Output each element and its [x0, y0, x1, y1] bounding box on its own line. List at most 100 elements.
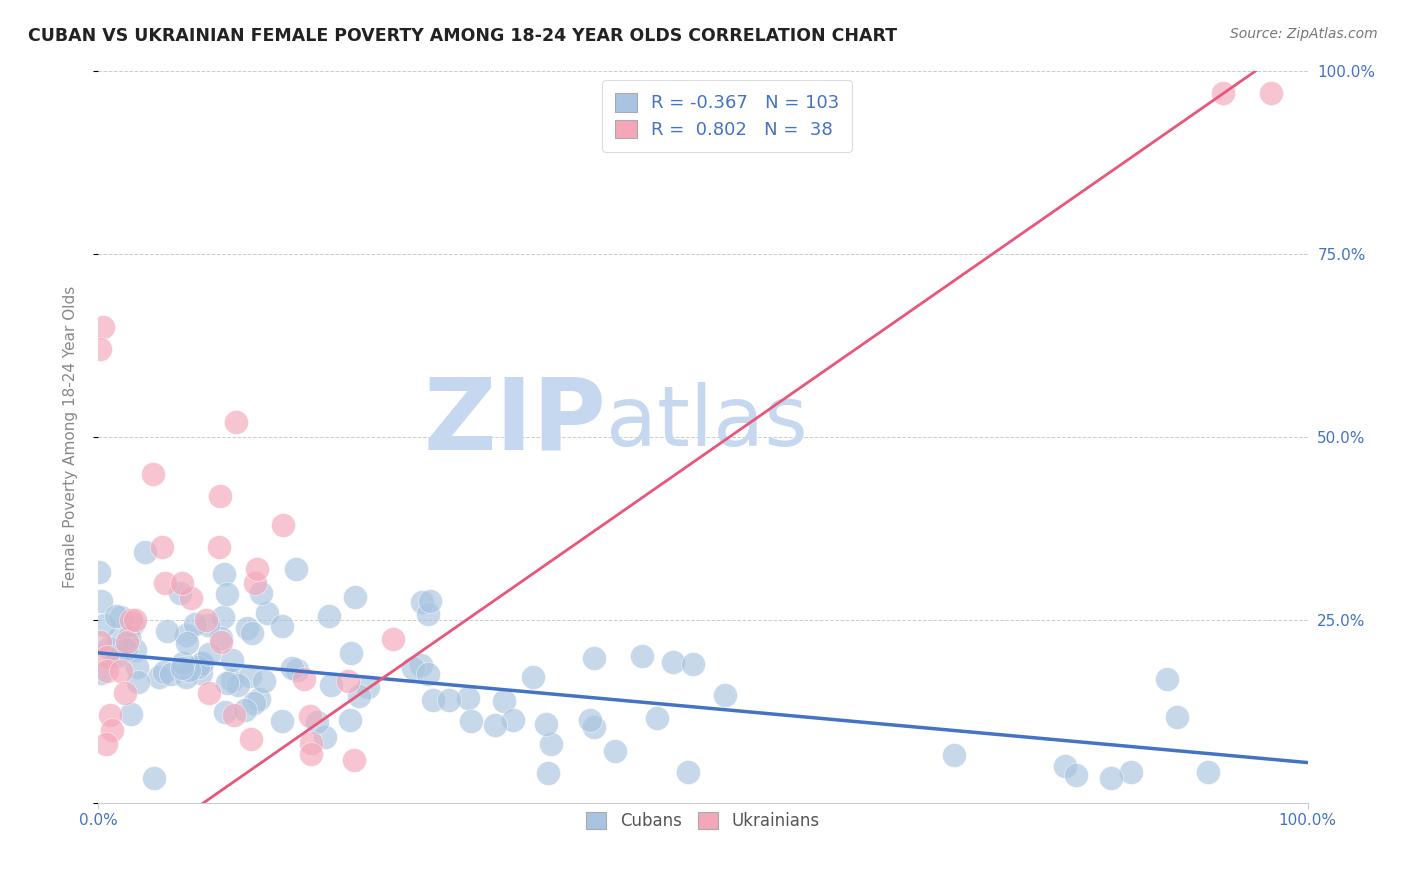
- Text: ZIP: ZIP: [423, 374, 606, 471]
- Point: [422, 693, 444, 707]
- Point: [121, 616, 143, 631]
- Point: [418, 666, 440, 681]
- Point: [217, 586, 239, 600]
- Point: [305, 714, 328, 729]
- Point: [250, 586, 273, 600]
- Point: [714, 688, 737, 702]
- Y-axis label: Female Poverty Among 18-24 Year Olds: Female Poverty Among 18-24 Year Olds: [63, 286, 77, 588]
- Point: [319, 677, 342, 691]
- Point: [382, 632, 405, 647]
- Point: [271, 517, 294, 532]
- Point: [174, 628, 197, 642]
- Point: [239, 732, 262, 747]
- Point: [208, 489, 231, 503]
- Point: [169, 586, 191, 600]
- Point: [536, 766, 558, 780]
- Point: [104, 608, 127, 623]
- Point: [226, 678, 249, 692]
- Point: [153, 665, 176, 679]
- Point: [484, 718, 506, 732]
- Point: [120, 707, 142, 722]
- Point: [314, 730, 336, 744]
- Point: [1260, 87, 1282, 101]
- Point: [239, 669, 262, 683]
- Point: [243, 696, 266, 710]
- Point: [402, 661, 425, 675]
- Point: [343, 753, 366, 767]
- Point: [172, 576, 194, 591]
- Point: [184, 617, 207, 632]
- Point: [299, 736, 322, 750]
- Point: [357, 681, 380, 695]
- Text: atlas: atlas: [606, 382, 808, 463]
- Point: [1054, 758, 1077, 772]
- Point: [114, 686, 136, 700]
- Point: [221, 673, 243, 687]
- Point: [94, 737, 117, 751]
- Point: [107, 632, 129, 646]
- Text: CUBAN VS UKRAINIAN FEMALE POVERTY AMONG 18-24 YEAR OLDS CORRELATION CHART: CUBAN VS UKRAINIAN FEMALE POVERTY AMONG …: [28, 27, 897, 45]
- Point: [89, 566, 111, 580]
- Point: [187, 660, 209, 674]
- Point: [318, 609, 340, 624]
- Point: [124, 642, 146, 657]
- Point: [340, 646, 363, 660]
- Point: [243, 576, 266, 591]
- Point: [534, 716, 557, 731]
- Point: [96, 664, 118, 678]
- Point: [1197, 764, 1219, 779]
- Point: [240, 626, 263, 640]
- Point: [299, 747, 322, 762]
- Point: [118, 630, 141, 644]
- Point: [502, 713, 524, 727]
- Point: [1166, 710, 1188, 724]
- Point: [93, 618, 115, 632]
- Point: [225, 416, 247, 430]
- Text: Source: ZipAtlas.com: Source: ZipAtlas.com: [1230, 27, 1378, 41]
- Point: [190, 656, 212, 670]
- Point: [411, 595, 433, 609]
- Point: [236, 621, 259, 635]
- Point: [209, 635, 232, 649]
- Point: [603, 744, 626, 758]
- Point: [222, 708, 245, 723]
- Point: [492, 694, 515, 708]
- Point: [292, 672, 315, 686]
- Point: [120, 613, 142, 627]
- Point: [631, 648, 654, 663]
- Point: [148, 670, 170, 684]
- Point: [98, 708, 121, 723]
- Point: [90, 594, 112, 608]
- Point: [337, 673, 360, 688]
- Point: [460, 714, 482, 728]
- Point: [579, 713, 602, 727]
- Point: [298, 708, 321, 723]
- Point: [270, 619, 292, 633]
- Point: [645, 711, 668, 725]
- Point: [419, 593, 441, 607]
- Point: [214, 706, 236, 720]
- Point: [110, 610, 132, 624]
- Point: [115, 635, 138, 649]
- Point: [208, 540, 231, 554]
- Point: [271, 714, 294, 729]
- Point: [143, 771, 166, 785]
- Point: [1064, 768, 1087, 782]
- Point: [170, 661, 193, 675]
- Point: [91, 320, 114, 334]
- Point: [256, 607, 278, 621]
- Point: [176, 636, 198, 650]
- Point: [174, 670, 197, 684]
- Point: [197, 618, 219, 632]
- Point: [156, 624, 179, 639]
- Point: [89, 635, 111, 649]
- Point: [96, 649, 118, 664]
- Point: [134, 545, 156, 559]
- Point: [221, 653, 243, 667]
- Point: [1212, 87, 1234, 101]
- Point: [347, 689, 370, 703]
- Point: [98, 640, 121, 655]
- Point: [214, 566, 236, 581]
- Point: [582, 720, 605, 734]
- Point: [180, 591, 202, 605]
